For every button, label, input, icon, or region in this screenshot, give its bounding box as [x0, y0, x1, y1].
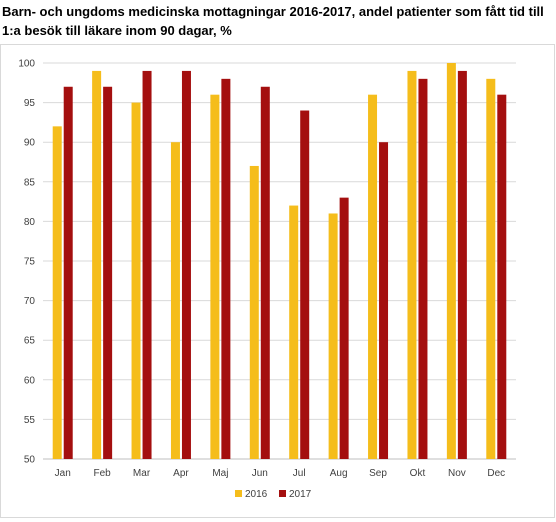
legend: 2016 2017 — [235, 489, 312, 500]
bar-2016-nov — [446, 63, 456, 459]
y-tick-label: 100 — [18, 59, 35, 70]
bar-2016-feb — [92, 70, 102, 460]
x-tick-label: Mar — [133, 468, 151, 479]
x-tick-label: Dec — [487, 468, 505, 479]
chart-title: Barn- och ungdoms medicinska mottagninga… — [2, 4, 544, 38]
x-tick-label: Jul — [293, 468, 306, 479]
bar-2016-jan — [52, 126, 62, 460]
y-tick-label: 70 — [24, 296, 36, 307]
x-tick-label: Maj — [212, 468, 228, 479]
bar-2017-jan — [63, 86, 73, 459]
bar-2017-nov — [457, 70, 467, 460]
bar-2017-sep — [379, 142, 389, 459]
legend-label-2016: 2016 — [245, 489, 268, 500]
y-tick-label: 65 — [24, 336, 36, 347]
x-tick-label: Nov — [448, 468, 466, 479]
bar-2017-apr — [181, 70, 191, 460]
y-tick-label: 75 — [24, 257, 36, 268]
bar-2017-aug — [339, 197, 349, 459]
y-tick-label: 85 — [24, 177, 36, 188]
chart-area: 50 55 60 65 70 75 80 85 90 95 100 Jan Feb Mar Apr Maj J… — [0, 44, 555, 518]
bars — [52, 63, 507, 460]
x-tick-label: Jan — [55, 468, 71, 479]
x-tick-label: Feb — [94, 468, 112, 479]
bar-2016-jul — [289, 205, 299, 459]
x-axis: Jan Feb Mar Apr Maj Jun Jul Aug Sep Okt Nov Dec — [55, 468, 506, 479]
y-tick-label: 95 — [24, 98, 36, 109]
bar-2016-okt — [407, 70, 417, 460]
bar-2016-dec — [486, 78, 496, 459]
x-tick-label: Okt — [410, 468, 426, 479]
bar-2017-jun — [260, 86, 270, 459]
y-tick-label: 90 — [24, 138, 36, 149]
y-tick-label: 50 — [24, 455, 36, 466]
bar-2017-mar — [142, 70, 152, 460]
bar-2016-apr — [170, 142, 180, 459]
y-axis: 50 55 60 65 70 75 80 85 90 95 100 — [18, 59, 35, 466]
legend-swatch-2016 — [235, 490, 242, 497]
bar-2017-feb — [103, 86, 113, 459]
y-tick-label: 55 — [24, 415, 36, 426]
x-tick-label: Apr — [173, 468, 189, 479]
gridlines — [43, 62, 516, 460]
bar-2016-aug — [328, 213, 338, 459]
y-tick-label: 60 — [24, 375, 36, 386]
legend-swatch-2017 — [279, 490, 286, 497]
bar-2017-dec — [497, 94, 507, 460]
y-tick-label: 80 — [24, 217, 36, 228]
bar-2016-maj — [210, 94, 220, 460]
bar-2017-jul — [300, 110, 310, 460]
bar-2016-jun — [249, 165, 259, 459]
x-tick-label: Sep — [369, 468, 387, 479]
bar-2017-okt — [418, 78, 428, 459]
bar-2017-maj — [221, 78, 231, 459]
x-tick-label: Jun — [252, 468, 268, 479]
bar-2016-mar — [131, 102, 141, 459]
legend-label-2017: 2017 — [289, 489, 312, 500]
x-tick-label: Aug — [330, 468, 348, 479]
bar-2016-sep — [368, 94, 378, 460]
